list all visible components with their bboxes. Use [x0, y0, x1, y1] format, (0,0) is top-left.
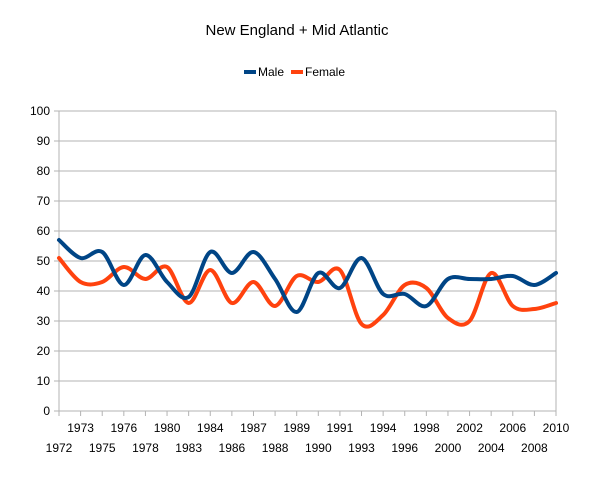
x-tick-label: 1973	[67, 421, 94, 435]
x-tick-label: 2008	[521, 441, 548, 455]
y-axis-ticks: 0 10 20 30 40 50 60 70 80 90 100	[30, 104, 59, 418]
x-tick-label: 1987	[240, 421, 267, 435]
legend-label-female: Female	[305, 65, 345, 79]
y-tick-label: 70	[37, 194, 51, 208]
y-tick-label: 60	[37, 224, 51, 238]
x-tick-label: 1991	[327, 421, 354, 435]
y-tick-label: 0	[43, 404, 50, 418]
y-tick-label: 90	[37, 134, 51, 148]
x-tick-label: 2000	[435, 441, 462, 455]
chart-title: New England + Mid Atlantic	[205, 22, 389, 39]
x-tick-label: 1994	[370, 421, 397, 435]
legend: Male Female	[244, 65, 345, 79]
y-tick-label: 80	[37, 164, 51, 178]
x-axis-ticks: 1973 1976 1980 1984 1987 1989 1991 1994 1998 2002…	[46, 411, 570, 455]
legend-label-male: Male	[258, 65, 284, 79]
y-tick-label: 30	[37, 314, 51, 328]
x-tick-label: 1998	[413, 421, 440, 435]
x-tick-label: 2002	[456, 421, 483, 435]
y-tick-label: 10	[37, 374, 51, 388]
x-tick-label: 1993	[348, 441, 375, 455]
x-tick-label: 1988	[262, 441, 289, 455]
y-tick-label: 40	[37, 284, 51, 298]
x-tick-label: 2006	[499, 421, 526, 435]
x-tick-label: 1975	[89, 441, 116, 455]
x-tick-label: 1990	[305, 441, 332, 455]
y-tick-label: 50	[37, 254, 51, 268]
x-tick-label: 1986	[219, 441, 246, 455]
x-tick-label: 1980	[154, 421, 181, 435]
y-tick-label: 100	[30, 104, 50, 118]
y-tick-label: 20	[37, 344, 51, 358]
x-tick-label: 1978	[132, 441, 159, 455]
series-line-female	[57, 256, 558, 329]
x-tick-label: 1996	[391, 441, 418, 455]
x-tick-label: 1972	[46, 441, 73, 455]
series-line-male	[57, 238, 558, 314]
x-tick-label: 1983	[175, 441, 202, 455]
x-tick-label: 1989	[283, 421, 310, 435]
x-tick-label: 1976	[110, 421, 137, 435]
x-tick-label: 2004	[478, 441, 505, 455]
gridlines	[59, 110, 556, 412]
series-lines	[57, 238, 558, 329]
x-tick-label: 1984	[197, 421, 224, 435]
x-tick-label: 2010	[543, 421, 570, 435]
